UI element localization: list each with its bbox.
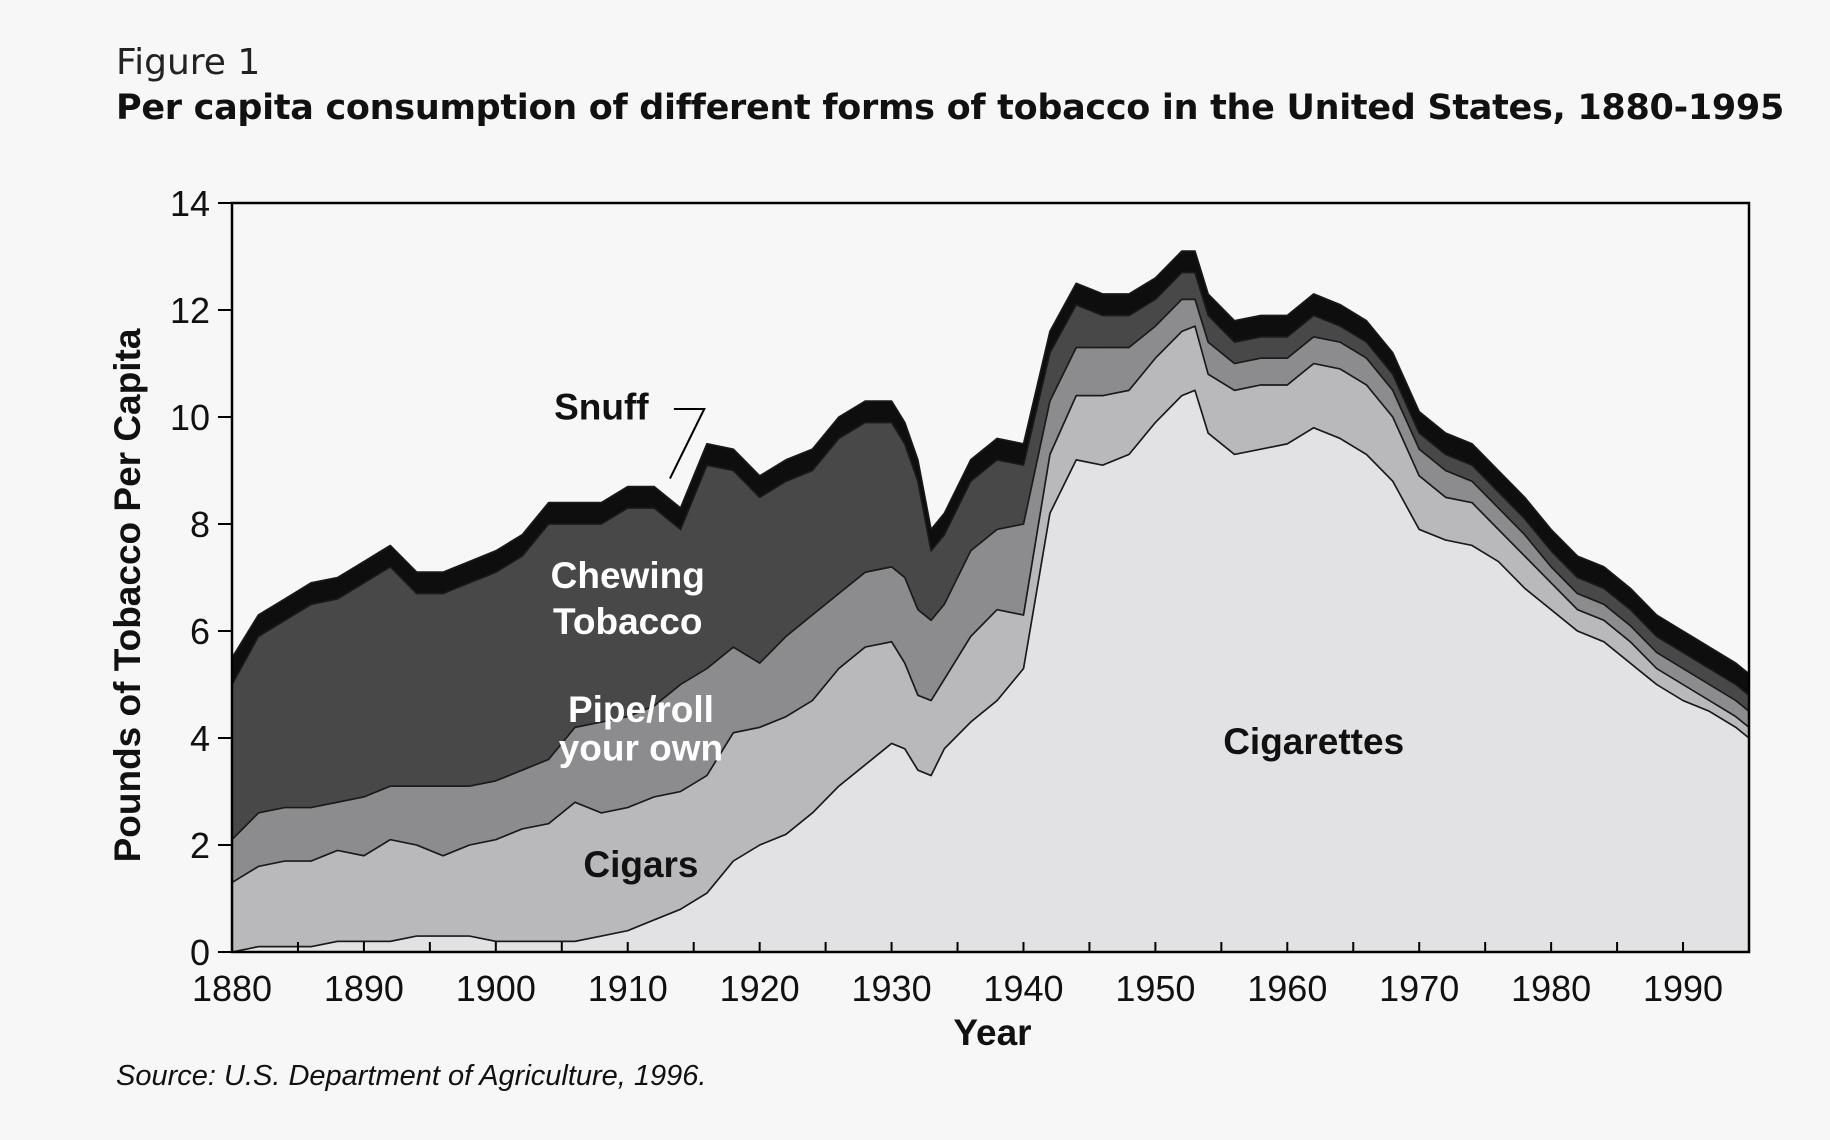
- x-tick-label: 1960: [1247, 968, 1327, 1009]
- y-axis: 0 2 4 6 8 10 12 14: [170, 183, 232, 973]
- series-label-pipe-roll-your-own: your own: [559, 727, 723, 768]
- y-tick-label: 8: [190, 504, 210, 545]
- y-tick-label: 12: [170, 290, 210, 331]
- x-axis-title: Year: [953, 1012, 1031, 1053]
- x-tick-label: 1890: [324, 968, 404, 1009]
- plot-frame: [230, 201, 1751, 954]
- x-tick-label: 1990: [1643, 968, 1723, 1009]
- y-tick-label: 10: [170, 397, 210, 438]
- y-tick-label: 0: [190, 932, 210, 973]
- x-tick-label: 1950: [1115, 968, 1195, 1009]
- series-label-chewing-tobacco: Chewing: [551, 555, 705, 596]
- figure-label: Figure 1: [116, 42, 261, 83]
- x-tick-label: 1880: [192, 968, 272, 1009]
- series-label-pipe-roll-your-own: Pipe/roll: [568, 689, 714, 730]
- series-label-cigarettes: Cigarettes: [1223, 721, 1404, 762]
- chart-title: Per capita consumption of different form…: [116, 88, 1785, 128]
- x-tick-label: 1920: [720, 968, 800, 1009]
- x-tick-label: 1980: [1511, 968, 1591, 1009]
- series-label-chewing-tobacco: Tobacco: [553, 601, 702, 642]
- x-tick-label: 1940: [983, 968, 1063, 1009]
- x-tick-label: 1970: [1379, 968, 1459, 1009]
- y-tick-label: 14: [170, 183, 210, 224]
- y-tick-label: 4: [190, 718, 210, 759]
- snuff-leader-line: [669, 407, 706, 479]
- x-tick-label: 1900: [456, 968, 536, 1009]
- y-axis-title: Pounds of Tobacco Per Capita: [107, 328, 148, 862]
- x-axis: 1880 1890 1900 1910 1920 1930 1940 1950 1960 1970…: [192, 942, 1750, 1009]
- x-tick-label: 1910: [588, 968, 668, 1009]
- x-tick-label: 1930: [852, 968, 932, 1009]
- y-tick-label: 6: [190, 611, 210, 652]
- y-tick-label: 2: [190, 825, 210, 866]
- series-label-snuff: Snuff: [554, 387, 649, 428]
- source-note: Source: U.S. Department of Agriculture, …: [116, 1060, 707, 1092]
- series-areas: [231, 250, 1750, 953]
- series-label-cigars: Cigars: [583, 844, 698, 885]
